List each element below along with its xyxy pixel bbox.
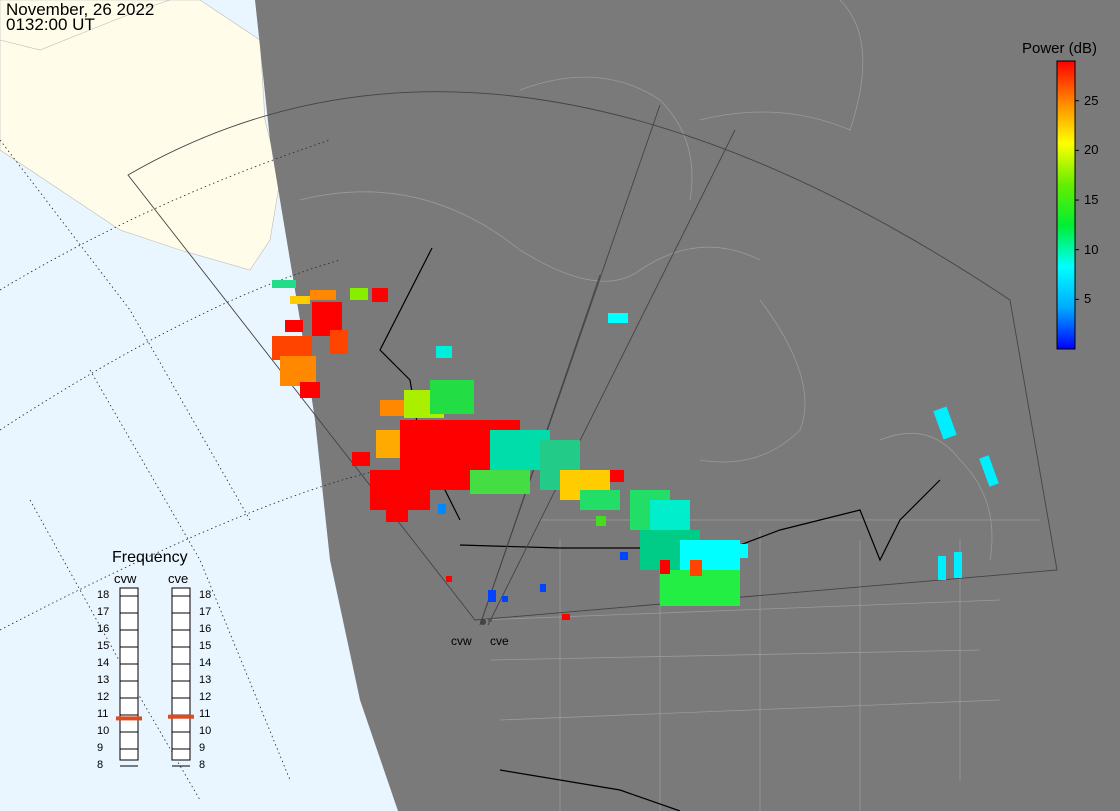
freq-gridlines	[120, 595, 190, 767]
freq-scale-right: 17	[199, 606, 212, 618]
freq-scale-right: 16	[199, 623, 212, 635]
colorbar-gradient	[1056, 60, 1076, 350]
radar-site-markers	[480, 618, 492, 625]
colorbar-tick-label: 15	[1084, 192, 1099, 208]
scatter-cell	[330, 330, 348, 354]
frequency-title: Frequency	[112, 549, 188, 566]
scatter-cell	[470, 470, 530, 494]
freq-scale-left: 14	[97, 657, 110, 669]
scatter-cell	[650, 500, 690, 530]
colorbar-tick-marks	[1075, 100, 1079, 300]
freq-scale-left: 10	[97, 725, 110, 737]
scatter-cell	[562, 614, 570, 620]
freq-scale-left: 15	[97, 640, 110, 652]
scatter-cell	[620, 552, 628, 560]
freq-scale-left: 16	[97, 623, 110, 635]
scatter-cell	[540, 584, 546, 592]
scatter-cell	[300, 382, 320, 398]
scatter-cell	[580, 490, 620, 510]
scatter-cell	[446, 576, 452, 582]
scatter-cell	[285, 320, 303, 332]
scatter-cell	[608, 313, 628, 323]
site-label-cvw: cvw	[451, 634, 472, 648]
colorbar-tick-label: 20	[1084, 142, 1099, 158]
time-label: 0132:00 UT	[6, 15, 95, 34]
us-canada-border	[459, 479, 941, 562]
freq-scale-left: 17	[97, 606, 110, 618]
scatter-cell	[376, 430, 400, 458]
freq-scale-right: 9	[199, 742, 206, 754]
site-label-cve: cve	[490, 634, 509, 648]
freq-scale-right: 13	[199, 674, 212, 686]
freq-indicators	[116, 714, 194, 721]
freq-scale-left: 8	[97, 759, 104, 771]
site-marker-cve	[488, 618, 492, 622]
scatter-cell	[660, 560, 670, 574]
freq-scale-right: 10	[199, 725, 212, 737]
freq-scale-right: 8	[199, 759, 206, 771]
freq-bar-cve	[171, 587, 191, 761]
freq-scale-left: 9	[97, 742, 104, 754]
freq-scale-left: 18	[97, 589, 110, 601]
scatter-cell	[290, 296, 310, 304]
colorbar-tick-label: 10	[1084, 241, 1099, 257]
date-label: November, 26 2022	[6, 0, 155, 19]
colorbar-title: Power (dB)	[1022, 40, 1098, 57]
frequency-panel	[119, 587, 191, 767]
scatter-cell	[386, 500, 408, 522]
scatter-cell	[933, 406, 957, 440]
colorbar-tick-label: 5	[1084, 291, 1092, 307]
site-marker-cvw	[480, 619, 486, 625]
scatter-cell	[280, 356, 316, 386]
scatter-cell	[610, 470, 624, 482]
scatter-cell	[596, 516, 606, 526]
scatter-cell	[979, 455, 999, 487]
siberia-coast	[0, 0, 171, 51]
scatter-cell	[488, 590, 496, 602]
scatter-cell	[438, 504, 446, 514]
freq-scale-right: 11	[199, 708, 211, 720]
scatter-cell	[954, 552, 962, 578]
freq-scale-left: 11	[97, 708, 109, 720]
scatter-cell	[938, 556, 946, 580]
freq-scale-right: 18	[199, 589, 212, 601]
scatter-cells	[272, 280, 999, 620]
scatter-cell	[310, 290, 336, 300]
colorbar-tick-label: 25	[1084, 92, 1099, 108]
scatter-cell	[690, 560, 702, 576]
freq-bar-cvw	[119, 587, 139, 761]
freq-indicator-cvw	[116, 716, 142, 721]
scatter-cell	[352, 452, 370, 466]
scatter-cell	[372, 288, 388, 302]
freq-scale-right: 15	[199, 640, 212, 652]
scatter-cell	[350, 288, 368, 300]
freq-indicator-cve	[168, 714, 194, 719]
freq-scale-left: 13	[97, 674, 110, 686]
dotted-grid	[0, 139, 381, 801]
mexico-border	[499, 769, 681, 811]
freq-scale-left: 12	[97, 691, 110, 703]
freq-scale-right: 12	[199, 691, 212, 703]
scatter-cell	[430, 380, 474, 414]
scatter-cell	[740, 544, 748, 558]
scatter-cell	[502, 596, 508, 602]
daylit-land	[0, 0, 281, 271]
scatter-cell	[272, 280, 296, 288]
scatter-cell	[380, 400, 410, 416]
freq-label-cvw: cvw	[114, 571, 137, 586]
night-region	[255, 0, 1120, 811]
freq-label-cve: cve	[168, 571, 189, 586]
scatter-cell	[436, 346, 452, 358]
freq-scale-right: 14	[199, 657, 212, 669]
